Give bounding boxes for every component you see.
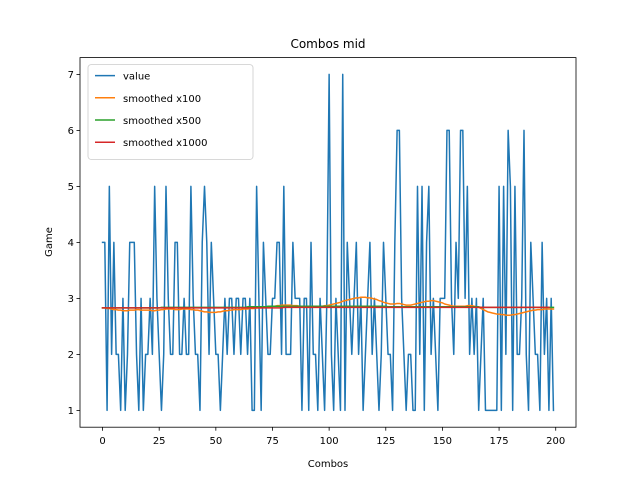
y-tick-label: 7: [68, 70, 74, 81]
y-tick-label: 1: [68, 406, 74, 417]
y-tick-label: 2: [68, 350, 74, 361]
x-axis-label: Combos: [308, 459, 349, 470]
legend-label: value: [123, 72, 150, 83]
x-tick-label: 100: [320, 436, 339, 447]
line-series: [101, 306, 550, 309]
legend-label: smoothed x500: [123, 116, 201, 127]
y-tick-label: 5: [68, 182, 74, 193]
legend-label: smoothed x100: [123, 94, 201, 105]
y-axis-label: Game: [44, 227, 55, 257]
axes-frame: [79, 57, 577, 428]
x-tick-label: 75: [266, 436, 279, 447]
x-tick-label: 50: [209, 436, 222, 447]
line-series: [101, 73, 555, 412]
y-tick-label: 3: [68, 294, 74, 305]
x-tick-label: 125: [376, 436, 395, 447]
legend-box: [87, 64, 254, 160]
x-tick-label: 25: [153, 436, 166, 447]
x-tick-label: 175: [490, 436, 509, 447]
y-tick-label: 4: [68, 238, 74, 249]
y-tick-label: 6: [68, 126, 74, 137]
legend-label: smoothed x1000: [123, 138, 208, 149]
x-tick-label: 150: [433, 436, 452, 447]
x-tick-label: 0: [99, 436, 105, 447]
chart-title: Combos mid: [290, 37, 365, 51]
x-tick-label: 200: [546, 436, 565, 447]
